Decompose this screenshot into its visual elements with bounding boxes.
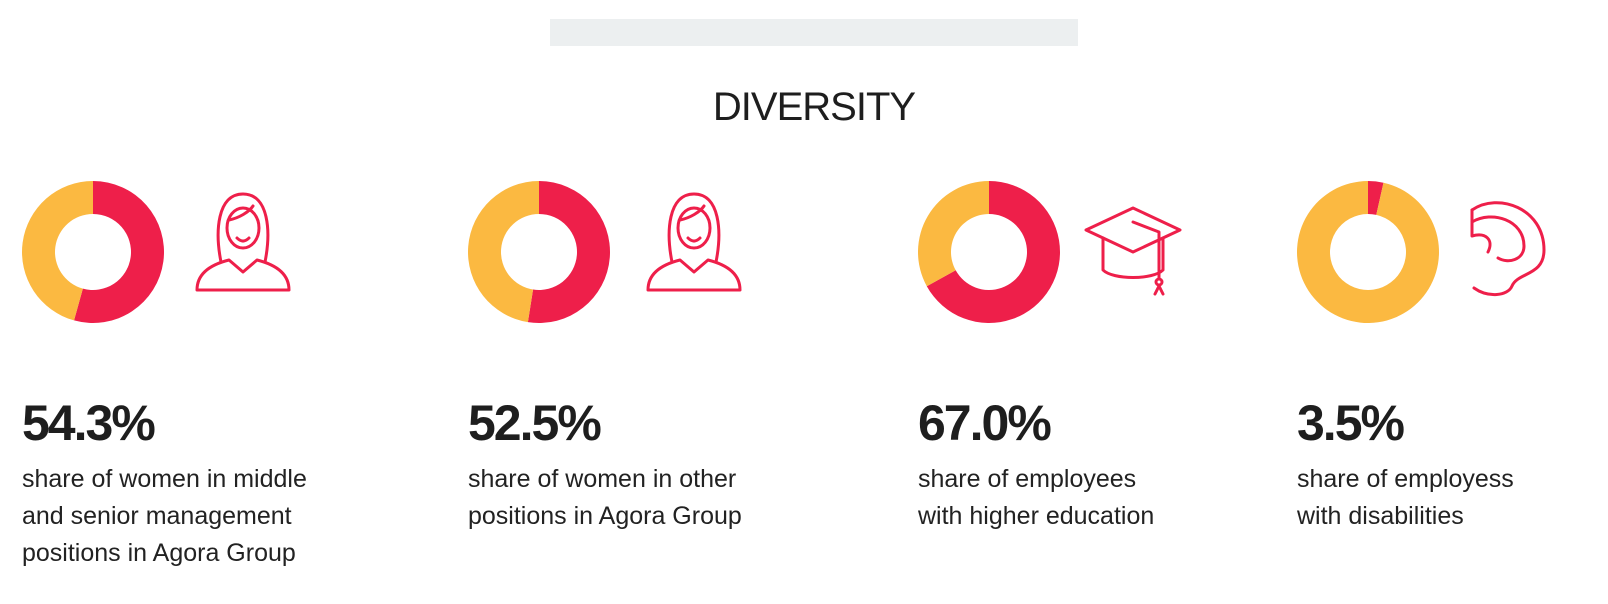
donut-segment — [74, 181, 165, 323]
value-label: 52.5% — [468, 395, 601, 451]
donut-segment — [926, 181, 1060, 324]
caption: share of employees — [918, 465, 1136, 493]
woman-icon — [195, 192, 291, 292]
caption: share of women in other — [468, 465, 736, 493]
donut-segment — [1297, 181, 1439, 323]
value-label: 67.0% — [918, 395, 1051, 451]
caption: positions in Agora Group — [468, 502, 742, 530]
value-label: 3.5% — [1297, 395, 1405, 451]
caption: positions in Agora Group — [22, 539, 296, 567]
woman-icon — [646, 192, 742, 292]
graduation-cap-icon — [1084, 206, 1182, 296]
caption: share of women in middle — [22, 465, 307, 493]
title: DIVERSITY — [713, 85, 915, 129]
caption: with higher education — [917, 502, 1154, 530]
donut-segment — [22, 181, 93, 321]
donut-segment — [1368, 181, 1384, 215]
top-bar — [550, 19, 1078, 46]
caption: share of employess — [1297, 465, 1514, 493]
caption: with disabilities — [1296, 502, 1464, 530]
ear-icon — [1470, 201, 1546, 296]
donut-segment — [918, 181, 989, 287]
value-label: 54.3% — [22, 395, 155, 451]
caption: and senior management — [22, 502, 292, 530]
donut-segment — [467, 181, 539, 323]
donut-segment — [527, 181, 610, 323]
